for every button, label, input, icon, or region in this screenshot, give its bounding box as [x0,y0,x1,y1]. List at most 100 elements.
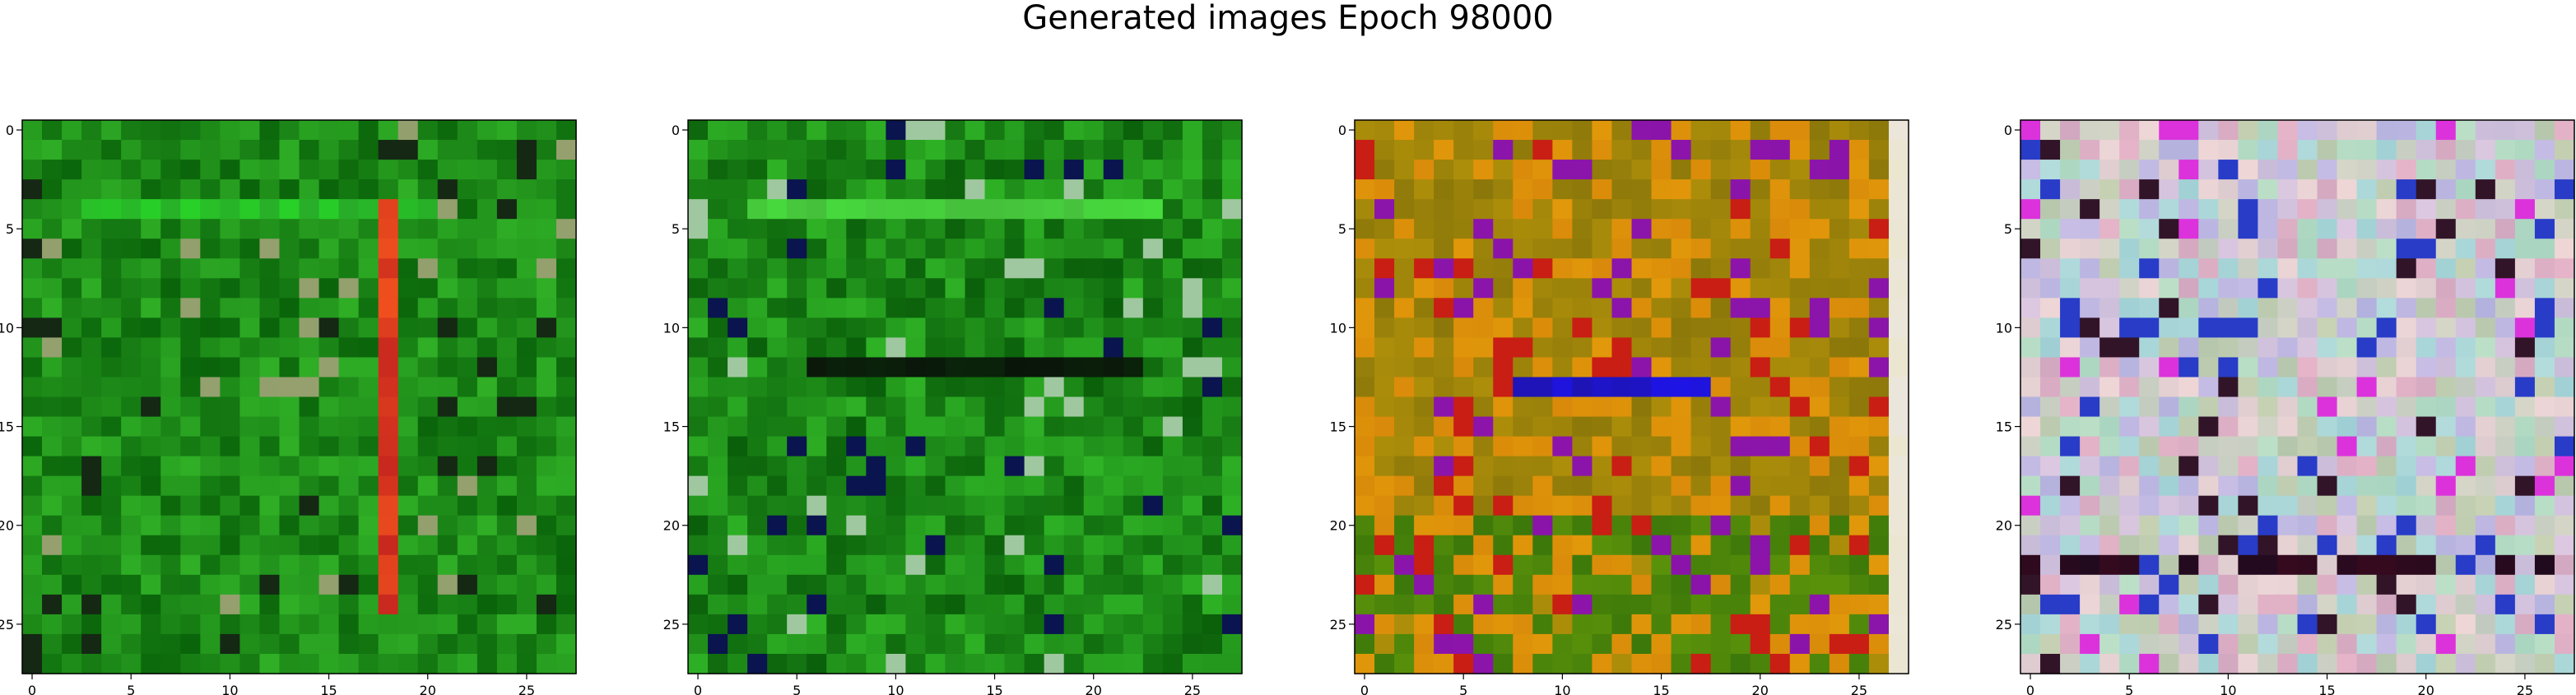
heatmap-cell [767,317,788,338]
heatmap-cell [688,495,709,517]
heatmap-cell [1671,278,1692,299]
heatmap-cell [2218,199,2239,220]
heatmap-cell [1848,278,1870,299]
heatmap-cell [160,337,181,359]
heatmap-cell [945,614,966,635]
heatmap-cell [846,653,867,674]
heatmap-cell [2277,160,2299,180]
heatmap-cell [259,653,281,674]
heatmap-cell [1123,179,1144,200]
heatmap-cell [2416,416,2437,438]
heatmap-cell [101,357,122,378]
heatmap-cell [101,317,122,338]
heatmap-cell [358,298,379,318]
heatmap-cell [925,515,946,536]
heatmap-cell [2040,475,2061,497]
heatmap-cell [2099,535,2120,556]
heatmap-cell [1355,614,1375,635]
heatmap-cell [1044,475,1065,497]
heatmap-cell [1473,574,1494,595]
heatmap-cell [1592,120,1613,141]
heatmap-cell [417,653,439,674]
heatmap-cell [886,337,906,359]
heatmap-cell [1142,554,1164,576]
heatmap-cell [1044,377,1065,398]
heatmap-cell [1750,515,1771,536]
heatmap-cell [2514,554,2536,576]
heatmap-cell [22,535,43,556]
heatmap-cell [417,357,439,378]
heatmap-cell [2495,594,2516,615]
heatmap-cell [708,377,728,398]
heatmap-cell [2435,554,2457,576]
heatmap-cell [1513,653,1533,674]
heatmap-cell [81,495,102,517]
heatmap-cell [1532,396,1553,418]
heatmap-cell [747,140,768,160]
heatmap-cell [2356,278,2378,299]
heatmap-cell [299,298,320,318]
heatmap-cell [708,633,728,655]
heatmap-cell [1888,495,1909,517]
heatmap-cell [826,475,847,497]
heatmap-cell [1044,416,1065,438]
heatmap-cell [2297,436,2318,457]
heatmap-cell [1690,495,1712,517]
heatmap-cell [807,337,827,359]
heatmap-cell [708,337,728,359]
heatmap-cell [1162,160,1183,180]
heatmap-cell [2139,160,2160,180]
heatmap-cell [1690,614,1712,635]
heatmap-cell [807,219,827,239]
heatmap-cell [2178,436,2199,457]
heatmap-cell [319,416,340,438]
heatmap-cell [2218,396,2239,418]
heatmap-cell [378,120,399,141]
heatmap-cell [1374,120,1395,141]
heatmap-cell [2554,219,2575,239]
heatmap-cell [22,120,43,141]
heatmap-cell [1592,179,1613,200]
heatmap-cell [2475,179,2496,200]
heatmap-cell [81,140,102,160]
heatmap-cell [2317,298,2338,318]
heatmap-cell [1142,614,1164,635]
heatmap-cell [1730,653,1751,674]
x-tick-label: 10 [2220,683,2236,695]
heatmap-cell [457,377,478,398]
heatmap-cell [2514,574,2536,595]
heatmap-cell [2514,495,2536,517]
heatmap-cell [141,219,161,239]
heatmap-cell [2356,160,2378,180]
heatmap-cell [2277,515,2299,536]
heatmap-cell [101,653,122,674]
heatmap-cell [1868,515,1890,536]
heatmap-cell [1848,120,1870,141]
y-tick-label: 25 [663,617,680,632]
heatmap-cell [1473,278,1494,299]
heatmap-cell [2080,258,2100,279]
heatmap-cell [378,140,399,160]
heatmap-cell [965,219,986,239]
heatmap-cell [1592,456,1613,477]
heatmap-cell [160,298,181,318]
heatmap-cell [299,239,320,259]
heatmap-cell [81,258,102,279]
heatmap-cell [299,633,320,655]
heatmap-cell [1532,456,1553,477]
heatmap-cell [1004,515,1025,536]
heatmap-cell [299,574,320,595]
heatmap-cell [417,594,439,615]
heatmap-cell [1083,633,1104,655]
heatmap-cell [2277,495,2299,517]
heatmap-cell [2435,594,2457,615]
heatmap-cell [1552,317,1573,338]
heatmap-cell [2020,317,2041,338]
heatmap-cell [437,219,458,239]
heatmap-cell [826,396,847,418]
heatmap-cell [2356,179,2378,200]
heatmap-cell [886,120,906,141]
heatmap-cell [378,258,399,279]
heatmap-cell [1434,456,1454,477]
heatmap-cell [688,140,709,160]
